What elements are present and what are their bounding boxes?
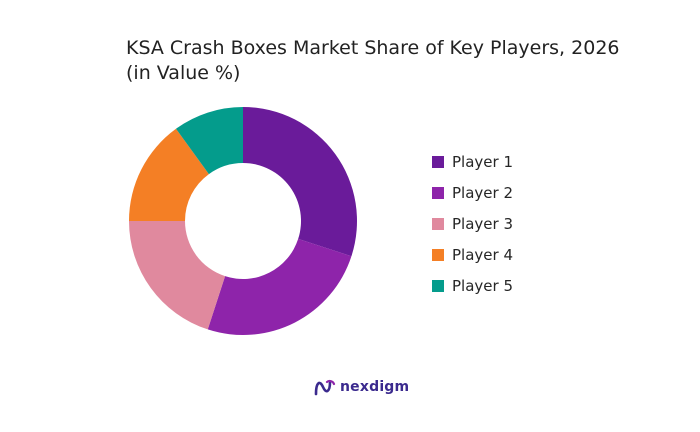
- legend-item-player-2: Player 2: [432, 177, 513, 208]
- legend-label: Player 3: [452, 214, 513, 233]
- chart-legend: Player 1 Player 2 Player 3 Player 4 Player 5: [432, 146, 513, 301]
- brand-footer: nexdigm: [314, 378, 409, 396]
- slice-player-5: [175, 107, 243, 175]
- legend-item-player-1: Player 1: [432, 146, 513, 177]
- slice-player-4: [129, 128, 209, 221]
- legend-label: Player 4: [452, 245, 513, 264]
- slice-player-1: [243, 107, 358, 257]
- brand-name: nexdigm: [340, 379, 410, 395]
- legend-swatch: [432, 248, 444, 261]
- legend-label: Player 2: [452, 183, 513, 202]
- legend-item-player-4: Player 4: [432, 239, 513, 270]
- legend-swatch: [432, 217, 444, 230]
- legend-label: Player 5: [452, 276, 513, 295]
- legend-swatch: [432, 186, 444, 199]
- slice-player-2: [207, 238, 352, 335]
- slice-player-3: [129, 221, 226, 330]
- legend-swatch: [432, 155, 444, 168]
- chart-title: KSA Crash Boxes Market Share of Key Play…: [126, 37, 620, 84]
- legend-label: Player 1: [452, 152, 513, 171]
- legend-item-player-3: Player 3: [432, 208, 513, 239]
- nexdigm-logo-icon: [314, 379, 336, 396]
- legend-item-player-5: Player 5: [432, 270, 513, 301]
- legend-swatch: [432, 279, 444, 292]
